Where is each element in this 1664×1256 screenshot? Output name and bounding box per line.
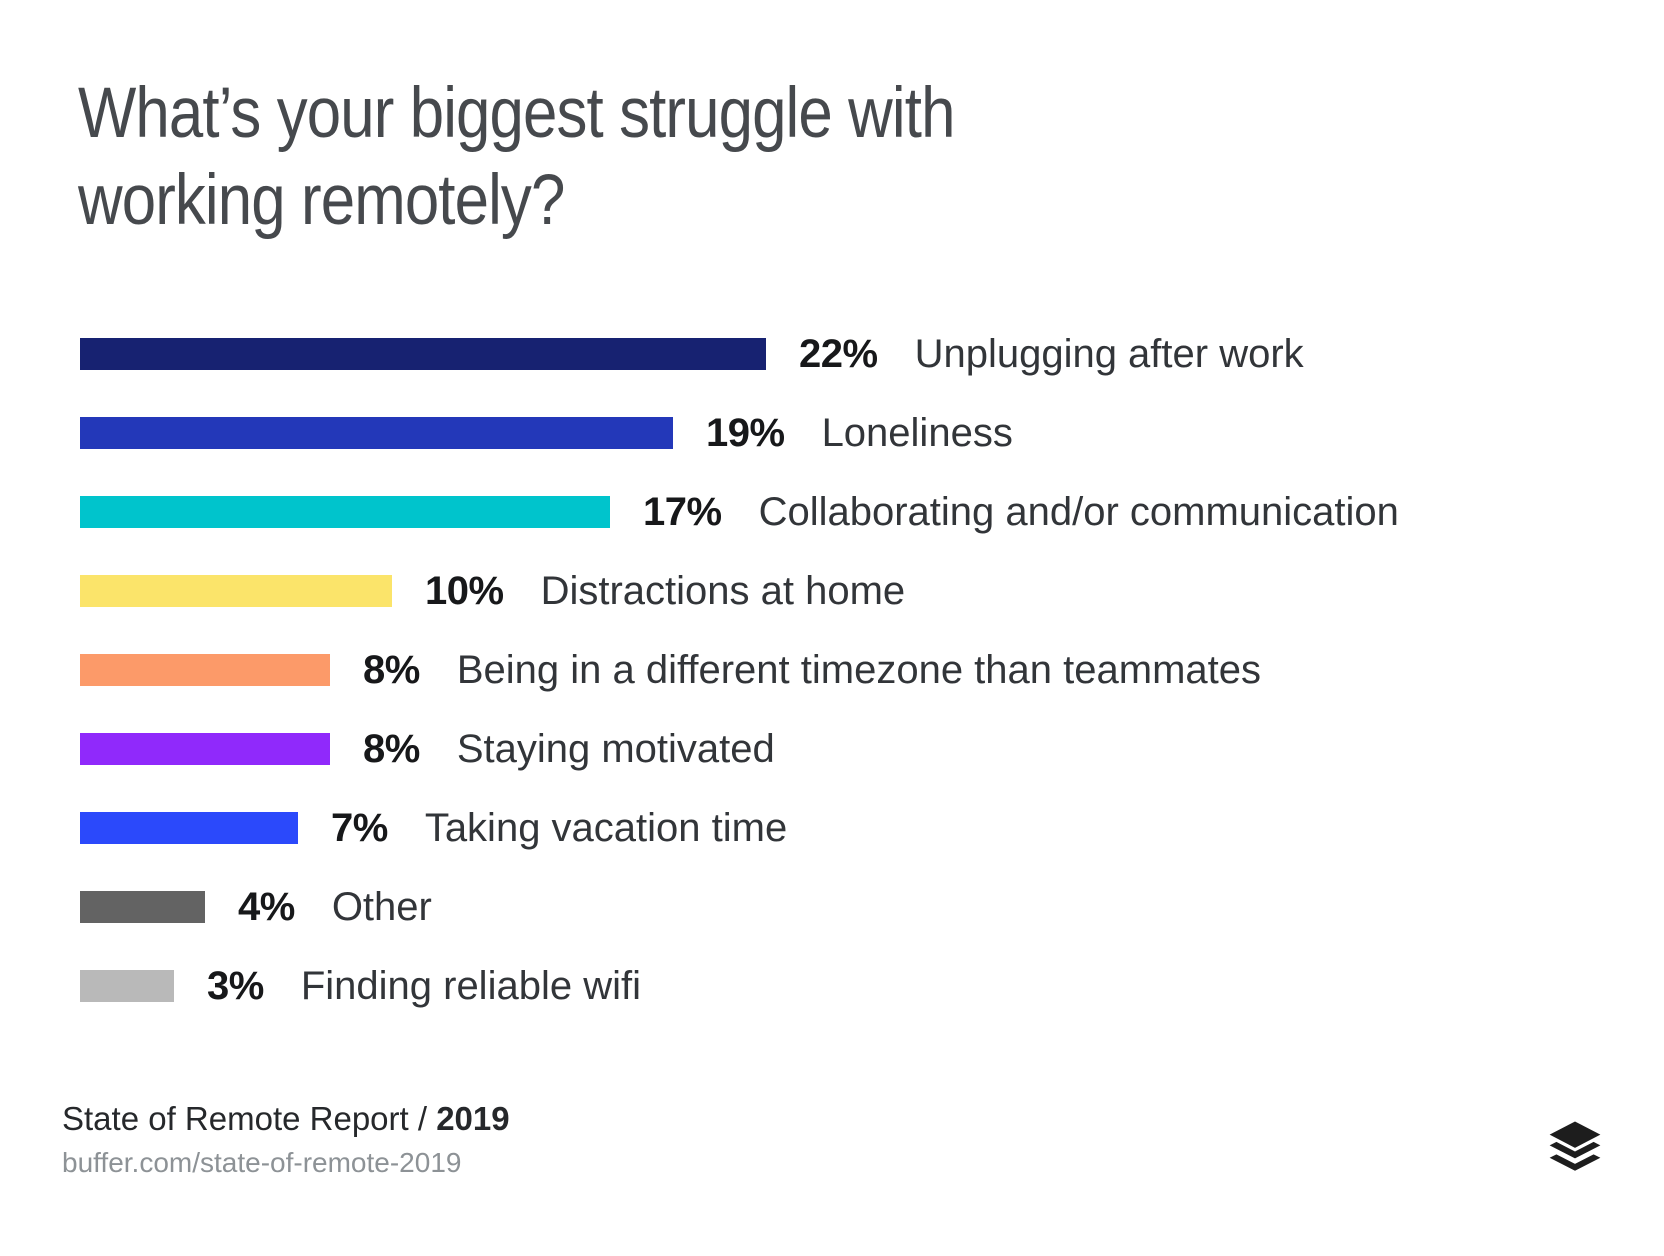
bar-category-label: Distractions at home <box>540 568 906 613</box>
bar <box>80 654 330 686</box>
bar <box>80 496 610 528</box>
chart-title: What’s your biggest struggle with workin… <box>78 70 955 244</box>
bar-row: 10% Distractions at home <box>80 569 1399 613</box>
bar-row: 4% Other <box>80 885 1399 929</box>
bar <box>80 417 673 449</box>
bar-row: 8% Being in a different timezone than tea… <box>80 648 1399 692</box>
bar-value-label: 8% <box>363 726 420 771</box>
footer: State of Remote Report / 2019 buffer.com… <box>62 1100 510 1179</box>
bar-row: 3% Finding reliable wifi <box>80 964 1399 1008</box>
bar <box>80 812 298 844</box>
bar-category-label: Other <box>331 884 432 929</box>
report-year: 2019 <box>436 1100 510 1137</box>
bar-value-label: 4% <box>238 884 295 929</box>
bar-row: 22% Unplugging after work <box>80 332 1399 376</box>
chart-title-line1: What’s your biggest struggle with <box>78 74 955 153</box>
bar-category-label: Finding reliable wifi <box>300 963 641 1008</box>
bar-value-label: 22% <box>799 331 878 376</box>
bar-value-label: 17% <box>643 489 722 534</box>
bar-row: 17% Collaborating and/or communication <box>80 490 1399 534</box>
buffer-logo-icon <box>1549 1121 1601 1171</box>
bar-category-label: Staying motivated <box>456 726 775 771</box>
bar <box>80 575 392 607</box>
bar-row: 8% Staying motivated <box>80 727 1399 771</box>
bar <box>80 891 205 923</box>
report-title: State of Remote Report / 2019 <box>62 1100 510 1138</box>
bar-value-label: 8% <box>363 647 420 692</box>
report-url: buffer.com/state-of-remote-2019 <box>62 1147 462 1178</box>
chart-title-line2: working remotely? <box>78 161 565 240</box>
bar-row: 19% Loneliness <box>80 411 1399 455</box>
bar-category-label: Collaborating and/or communication <box>758 489 1399 534</box>
bar-value-label: 3% <box>207 963 264 1008</box>
bar-chart: 22% Unplugging after work 19% Loneliness 17%… <box>80 332 1399 1008</box>
bar-value-label: 19% <box>706 410 785 455</box>
bar-category-label: Unplugging after work <box>914 331 1304 376</box>
bar <box>80 970 174 1002</box>
bar <box>80 733 330 765</box>
bar-category-label: Being in a different timezone than teamm… <box>456 647 1261 692</box>
bar <box>80 338 766 370</box>
bar-value-label: 7% <box>331 805 388 850</box>
bar-value-label: 10% <box>425 568 504 613</box>
bar-category-label: Taking vacation time <box>424 805 788 850</box>
bar-category-label: Loneliness <box>821 410 1013 455</box>
bar-row: 7% Taking vacation time <box>80 806 1399 850</box>
report-title-text: State of Remote Report / <box>62 1100 437 1137</box>
